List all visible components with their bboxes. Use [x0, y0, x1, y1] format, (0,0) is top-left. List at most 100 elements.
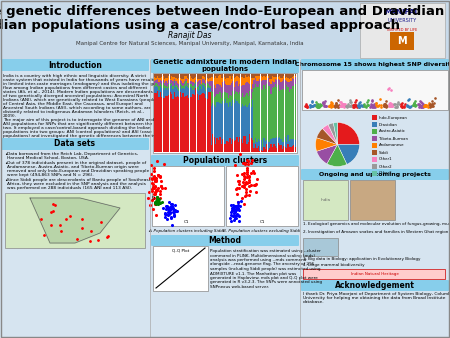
Bar: [236, 101, 238, 137]
Point: [381, 102, 388, 107]
Point: [363, 103, 370, 108]
Bar: [231, 74, 232, 79]
Bar: [270, 94, 272, 139]
Bar: [161, 81, 162, 85]
Text: 2. Investigation of Amazon snakes and families in Western Ghat region that survi: 2. Investigation of Amazon snakes and fa…: [303, 230, 450, 234]
Bar: [263, 80, 265, 84]
Point: [403, 102, 410, 107]
Point: [148, 186, 156, 192]
Text: in limited inter-caste marriages (endogamy) and thus isolating the gene: in limited inter-caste marriages (endoga…: [3, 82, 161, 86]
Bar: [161, 89, 162, 97]
Point: [428, 101, 436, 107]
Point: [307, 102, 314, 107]
Wedge shape: [338, 122, 360, 145]
Bar: [293, 74, 294, 76]
Point: [94, 238, 102, 243]
Bar: [280, 139, 282, 145]
Point: [153, 198, 160, 204]
Point: [251, 170, 258, 176]
FancyBboxPatch shape: [151, 155, 299, 166]
Bar: [162, 74, 164, 76]
Point: [428, 98, 435, 103]
Bar: [229, 76, 230, 86]
Bar: [155, 78, 157, 80]
Point: [171, 207, 178, 212]
Bar: [295, 84, 296, 140]
Point: [377, 104, 384, 109]
Bar: [229, 138, 230, 152]
Point: [314, 102, 321, 108]
Bar: [290, 147, 292, 152]
Bar: [236, 137, 238, 152]
Bar: [185, 96, 186, 152]
Bar: [274, 77, 276, 79]
Bar: [219, 85, 220, 92]
Point: [154, 198, 161, 203]
Bar: [171, 76, 172, 79]
Point: [242, 180, 249, 186]
Bar: [285, 147, 286, 152]
Point: [373, 100, 380, 106]
Bar: [218, 140, 219, 152]
Text: Acknowledgement: Acknowledgement: [335, 281, 415, 290]
Bar: [188, 98, 189, 152]
Bar: [256, 74, 257, 76]
Bar: [222, 93, 224, 101]
Bar: [218, 84, 219, 94]
Point: [328, 102, 336, 108]
Bar: [279, 137, 280, 145]
Bar: [182, 79, 184, 83]
Point: [421, 103, 428, 108]
Bar: [198, 86, 199, 91]
Bar: [225, 92, 226, 99]
Text: A. Population clusters including Siddi: A. Population clusters including Siddi: [148, 229, 224, 233]
Text: Population stratification was estimated using --cluster: Population stratification was estimated …: [210, 249, 321, 253]
Point: [320, 100, 327, 106]
Point: [51, 202, 59, 208]
Bar: [187, 88, 188, 95]
Text: M: M: [397, 36, 407, 46]
Text: ASI populations for SNPs that are significantly different between the: ASI populations for SNPs that are signif…: [3, 122, 153, 126]
Point: [226, 215, 234, 220]
Bar: [282, 81, 283, 89]
Bar: [197, 82, 198, 87]
Text: Indian populations using a case/control based approach: Indian populations using a case/control …: [0, 19, 400, 31]
Point: [243, 175, 251, 180]
Point: [394, 99, 401, 105]
Point: [168, 201, 175, 207]
Bar: [272, 74, 273, 76]
Bar: [208, 92, 209, 152]
Point: [334, 104, 342, 110]
Bar: [253, 74, 255, 78]
Point: [326, 103, 333, 108]
Bar: [224, 74, 225, 77]
Text: Manipal Centre for Natural Sciences, Manipal University, Manipal, Karnataka, Ind: Manipal Centre for Natural Sciences, Man…: [76, 42, 304, 47]
Bar: [178, 88, 180, 91]
Point: [315, 102, 322, 107]
Bar: [157, 87, 158, 92]
Point: [303, 104, 310, 110]
Text: India: India: [320, 198, 330, 202]
Bar: [232, 91, 234, 100]
Text: of two genetically diverged ancestral populations: Ancestral North: of two genetically diverged ancestral po…: [3, 94, 148, 98]
Bar: [178, 78, 180, 83]
Text: alongside --read-genome flag. The ancestry of 296: alongside --read-genome flag. The ancest…: [210, 263, 314, 266]
Bar: [224, 77, 225, 81]
Bar: [251, 99, 252, 107]
Point: [368, 99, 375, 104]
Bar: [177, 79, 178, 82]
Point: [239, 160, 247, 166]
Bar: [174, 77, 175, 79]
Bar: [161, 85, 162, 89]
Text: command in PLINK. Multidimensional scaling (mds): command in PLINK. Multidimensional scali…: [210, 254, 315, 258]
Bar: [261, 74, 262, 76]
Bar: [195, 88, 197, 152]
Point: [420, 103, 427, 108]
Point: [316, 104, 323, 109]
Point: [421, 102, 428, 108]
Point: [155, 196, 162, 201]
Bar: [241, 77, 242, 86]
Point: [304, 104, 311, 109]
Point: [47, 209, 54, 214]
Bar: [253, 148, 255, 152]
